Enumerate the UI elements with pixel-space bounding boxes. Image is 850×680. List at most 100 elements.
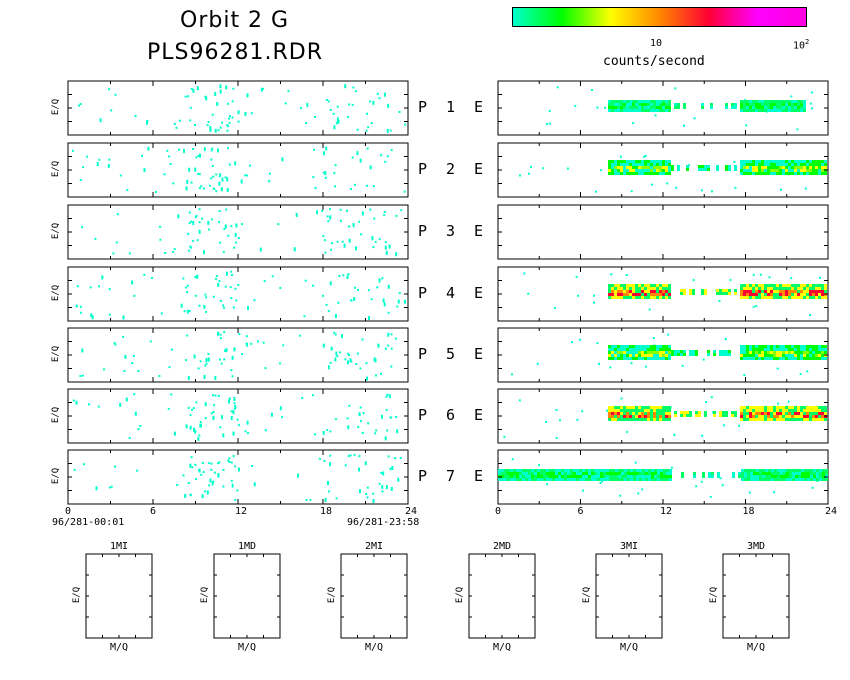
data-cell xyxy=(689,292,692,295)
data-cell xyxy=(219,426,222,429)
data-cell xyxy=(656,351,659,354)
data-cell xyxy=(818,284,821,287)
data-cell xyxy=(752,100,755,103)
data-cell xyxy=(614,348,617,351)
data-cell xyxy=(651,478,654,481)
data-cell xyxy=(789,472,792,475)
data-cell xyxy=(719,414,722,417)
data-cell xyxy=(671,168,674,171)
data-cell xyxy=(681,472,684,475)
data-cell xyxy=(614,169,617,172)
data-cell xyxy=(119,174,122,177)
data-cell xyxy=(800,166,803,169)
data-cell xyxy=(548,109,551,112)
data-cell xyxy=(668,293,671,296)
data-cell xyxy=(782,293,785,296)
data-cell xyxy=(644,357,647,360)
data-cell xyxy=(746,409,749,412)
data-cell xyxy=(362,412,365,415)
data-cell xyxy=(653,348,656,351)
data-cell xyxy=(380,154,383,157)
data-cell xyxy=(348,225,351,228)
data-cell xyxy=(656,106,659,109)
data-cell xyxy=(337,119,340,124)
data-cell xyxy=(810,469,813,472)
data-cell xyxy=(800,418,803,421)
data-cell xyxy=(755,296,758,299)
colorbar xyxy=(512,7,807,27)
data-cell xyxy=(803,418,806,421)
data-cell xyxy=(797,412,800,415)
data-cell xyxy=(788,109,791,112)
data-cell xyxy=(677,165,680,168)
data-cell xyxy=(797,296,800,299)
data-cell xyxy=(741,478,744,481)
data-cell xyxy=(812,348,815,351)
data-cell xyxy=(322,151,325,156)
data-cell xyxy=(636,478,639,481)
data-cell xyxy=(232,431,235,436)
data-cell xyxy=(815,354,818,357)
data-cell xyxy=(647,351,650,354)
data-cell xyxy=(600,469,603,472)
data-cell xyxy=(632,287,635,290)
data-cell xyxy=(663,472,666,475)
data-cell xyxy=(809,354,812,357)
data-cell xyxy=(665,345,668,348)
data-cell xyxy=(650,163,653,166)
x-tick-label-left: 6 xyxy=(150,506,157,517)
data-cell xyxy=(773,287,776,290)
data-cell xyxy=(773,418,776,421)
data-cell xyxy=(774,478,777,481)
data-cell xyxy=(653,351,656,354)
data-cell xyxy=(190,246,193,249)
data-cell xyxy=(755,290,758,293)
data-cell xyxy=(358,220,361,223)
data-cell xyxy=(644,172,647,175)
data-cell xyxy=(110,109,113,112)
data-cell xyxy=(201,461,204,464)
data-cell xyxy=(324,176,327,179)
data-cell xyxy=(351,156,354,159)
data-cell xyxy=(785,290,788,293)
data-cell xyxy=(812,172,815,175)
data-cell xyxy=(358,412,361,417)
data-cell xyxy=(614,163,617,166)
data-cell xyxy=(774,469,777,472)
data-cell xyxy=(740,163,743,166)
data-cell xyxy=(321,209,324,212)
data-cell xyxy=(617,172,620,175)
data-cell xyxy=(764,169,767,172)
data-cell xyxy=(650,357,653,360)
data-cell xyxy=(764,357,767,360)
small-panel-frame xyxy=(722,553,790,639)
data-cell xyxy=(585,469,588,472)
data-cell xyxy=(623,348,626,351)
data-cell xyxy=(623,296,626,299)
data-cell xyxy=(641,103,644,106)
data-cell xyxy=(756,475,759,478)
data-cell xyxy=(776,293,779,296)
data-cell xyxy=(662,406,665,409)
data-cell xyxy=(137,428,140,431)
data-cell xyxy=(620,155,623,158)
data-cell xyxy=(815,415,818,418)
data-cell xyxy=(794,415,797,418)
data-cell xyxy=(620,284,623,287)
data-cell xyxy=(365,112,368,115)
data-cell xyxy=(334,185,337,188)
data-cell xyxy=(773,354,776,357)
data-cell xyxy=(304,279,307,282)
data-cell xyxy=(612,475,615,478)
data-cell xyxy=(549,469,552,472)
data-cell xyxy=(614,290,617,293)
data-cell xyxy=(821,169,824,172)
data-cell xyxy=(617,169,620,172)
data-cell xyxy=(549,478,552,481)
data-cell xyxy=(779,109,782,112)
data-cell xyxy=(201,217,204,220)
data-cell xyxy=(214,128,217,133)
data-cell xyxy=(312,176,315,179)
data-cell xyxy=(767,100,770,103)
data-cell xyxy=(636,475,639,478)
